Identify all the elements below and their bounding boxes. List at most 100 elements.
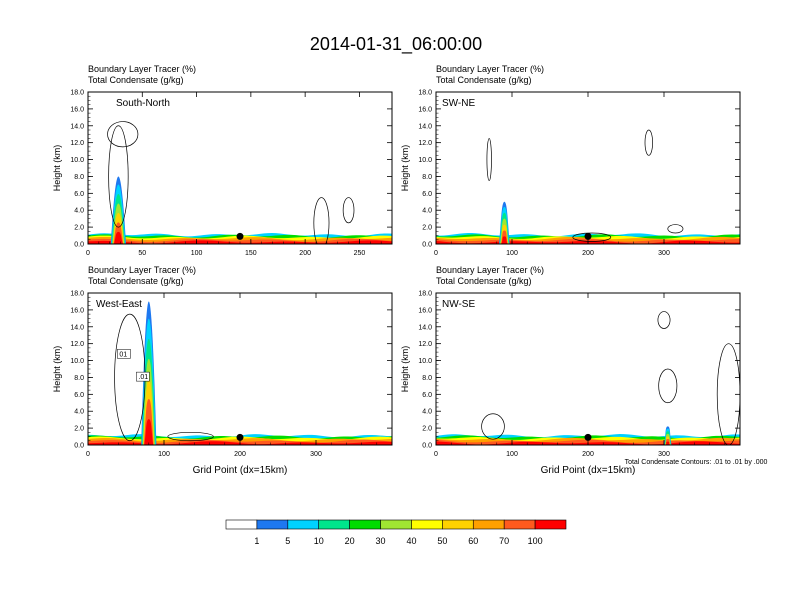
y-axis-label: Height (km): [52, 145, 62, 192]
tracer-field: [436, 129, 740, 244]
x-tick-label: 200: [582, 250, 594, 257]
y-tick-label: 10.0: [418, 358, 432, 365]
y-axis-label: Height (km): [400, 346, 410, 393]
y-tick-label: 16.0: [418, 307, 432, 314]
colorbar-label: 5: [285, 536, 290, 546]
y-tick-label: 16.0: [70, 307, 84, 314]
y-tick-label: 6.0: [74, 191, 84, 198]
y-tick-label: 18.0: [70, 291, 84, 298]
condensate-contour: [644, 129, 653, 156]
y-tick-label: 2.0: [74, 225, 84, 232]
plot-frame: [87, 91, 393, 245]
y-tick-label: 4.0: [422, 409, 432, 416]
colorbar-box-6: [411, 519, 443, 530]
colorbar-label: 1: [254, 536, 259, 546]
y-tick-label: 4.0: [422, 208, 432, 215]
y-axis-label: Height (km): [400, 145, 410, 192]
panel-subtitle-condensate: Total Condensate (g/kg): [88, 75, 184, 85]
condensate-contour: [107, 121, 139, 148]
plot-frame: [435, 91, 741, 245]
station-marker: [584, 433, 592, 441]
y-tick-label: 12.0: [418, 140, 432, 147]
colorbar-label: 20: [345, 536, 355, 546]
colorbar-box-10: [534, 519, 567, 530]
colorbar-box-0: [225, 519, 258, 530]
y-tick-label: 6.0: [74, 392, 84, 399]
condensate-contour: [657, 311, 671, 329]
colorbar-label: 40: [406, 536, 416, 546]
y-tick-label: 8.0: [74, 174, 84, 181]
panel-subtitle-condensate: Total Condensate (g/kg): [88, 276, 184, 286]
colorbar-label: 10: [314, 536, 324, 546]
y-tick-label: 0.0: [74, 443, 84, 450]
y-tick-label: 14.0: [70, 324, 84, 331]
y-tick-label: 14.0: [418, 324, 432, 331]
y-tick-label: 0.0: [422, 242, 432, 249]
y-tick-label: 18.0: [418, 291, 432, 298]
colorbar-label: 60: [468, 536, 478, 546]
x-tick-label: 100: [506, 250, 518, 257]
colorbar-box-9: [503, 519, 536, 530]
y-tick-label: 12.0: [418, 341, 432, 348]
panel-direction-label: West-East: [96, 299, 142, 310]
condensate-contour: [658, 368, 678, 404]
condensate-contour: [481, 413, 505, 440]
y-tick-label: 6.0: [422, 191, 432, 198]
x-tick-label: 300: [658, 451, 670, 458]
tracer-field: [88, 121, 392, 244]
y-tick-label: 10.0: [70, 358, 84, 365]
condensate-contour: [108, 125, 129, 228]
colorbar-label: 30: [376, 536, 386, 546]
x-tick-label: 150: [245, 250, 257, 257]
colorbar: 1 5 10 20 30 40 50 60 70 100: [225, 519, 567, 546]
y-tick-label: 16.0: [418, 106, 432, 113]
plume-layer-6: [113, 231, 123, 244]
condensate-contour: [313, 197, 330, 244]
colorbar-box-4: [349, 519, 381, 530]
panel-subtitle-tracer: Boundary Layer Tracer (%): [436, 265, 544, 275]
y-tick-label: 2.0: [422, 225, 432, 232]
x-axis-label: Grid Point (dx=15km): [541, 465, 636, 476]
x-tick-label: 0: [86, 451, 90, 458]
y-tick-label: 8.0: [422, 375, 432, 382]
x-tick-label: 100: [506, 451, 518, 458]
y-axis-label: Height (km): [52, 346, 62, 393]
colorbar-label: 70: [499, 536, 509, 546]
panels: Boundary Layer Tracer (%)Total Condensat…: [52, 64, 741, 476]
y-tick-label: 0.0: [74, 242, 84, 249]
contour-note: Total Condensate Contours: .01 to .01 by…: [625, 459, 768, 466]
y-tick-label: 2.0: [74, 426, 84, 433]
y-tick-label: 10.0: [70, 157, 84, 164]
contour-label-box: [117, 349, 131, 359]
tracer-field: [436, 311, 740, 445]
y-tick-label: 0.0: [422, 443, 432, 450]
x-tick-label: 50: [138, 250, 146, 257]
panel-subtitle-condensate: Total Condensate (g/kg): [436, 75, 532, 85]
panel-0: Boundary Layer Tracer (%)Total Condensat…: [52, 64, 393, 257]
condensate-contour: [572, 232, 612, 242]
panel-direction-label: NW-SE: [442, 299, 475, 310]
x-tick-label: 0: [86, 250, 90, 257]
x-tick-label: 200: [234, 451, 246, 458]
y-tick-label: 4.0: [74, 208, 84, 215]
panel-2: Boundary Layer Tracer (%)Total Condensat…: [52, 265, 393, 476]
plume-layer-6: [501, 236, 508, 244]
colorbar-box-2: [287, 519, 320, 530]
colorbar-box-8: [472, 519, 505, 530]
station-marker: [236, 433, 244, 441]
y-tick-label: 14.0: [418, 123, 432, 130]
colorbar-box-7: [442, 519, 474, 530]
figure-title: 2014-01-31_06:00:00: [310, 34, 482, 55]
contour-label: 01: [119, 351, 127, 358]
colorbar-label: 50: [437, 536, 447, 546]
panel-subtitle-tracer: Boundary Layer Tracer (%): [88, 265, 196, 275]
x-tick-label: 0: [434, 250, 438, 257]
colorbar-label: 100: [528, 536, 543, 546]
condensate-contour: [486, 138, 492, 182]
x-tick-label: 300: [658, 250, 670, 257]
x-tick-label: 250: [354, 250, 366, 257]
tracer-field: [88, 301, 392, 445]
x-tick-label: 300: [310, 451, 322, 458]
y-tick-label: 14.0: [70, 123, 84, 130]
